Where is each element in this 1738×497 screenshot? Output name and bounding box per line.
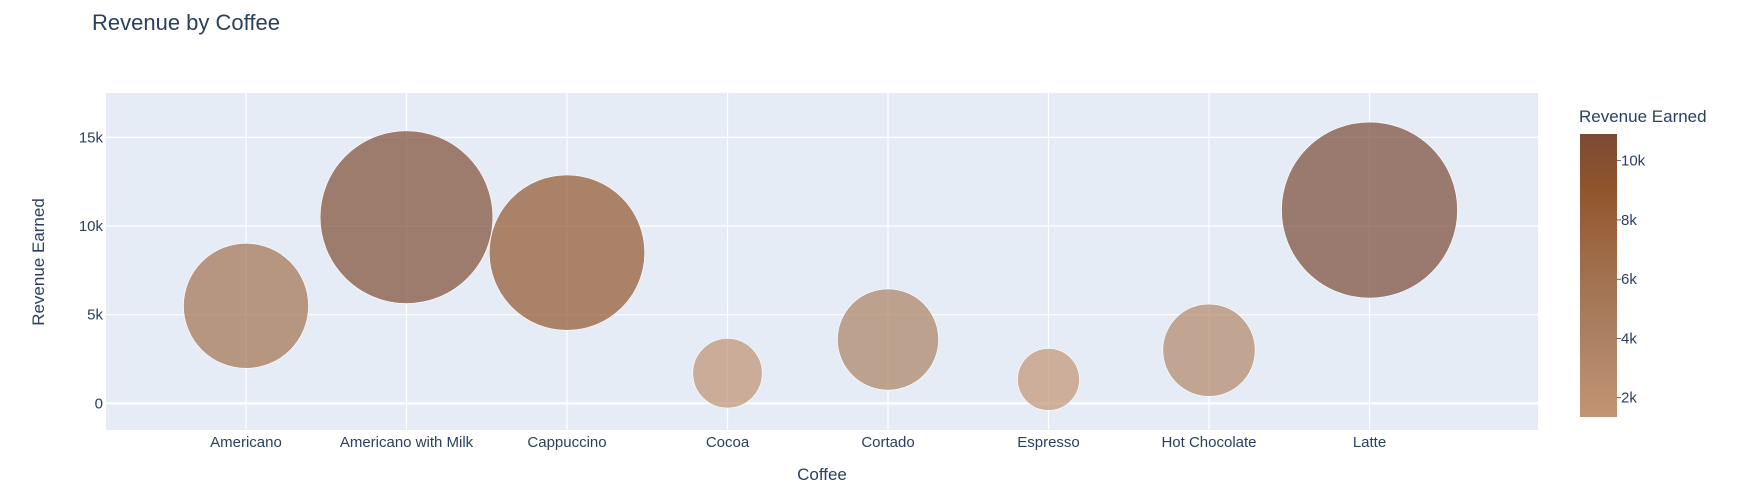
y-tick-label: 0 <box>95 395 103 412</box>
colorbar-tick-label: 8k <box>1621 212 1637 229</box>
x-tick-label: Espresso <box>1017 434 1080 451</box>
bubble-cortado[interactable] <box>837 288 939 391</box>
colorbar <box>1580 134 1617 417</box>
colorbar-tick-label: 2k <box>1621 390 1637 407</box>
y-axis-title: Revenue Earned <box>29 198 48 326</box>
y-tick-label: 15k <box>79 129 104 146</box>
colorbar-tick-label: 10k <box>1621 153 1646 170</box>
x-tick-label: Cappuccino <box>527 434 606 451</box>
x-axis-title: Coffee <box>797 465 847 484</box>
bubble-cocoa[interactable] <box>692 338 763 409</box>
y-tick-label: 5k <box>87 307 103 324</box>
bubble-espresso[interactable] <box>1017 348 1080 411</box>
bubbles <box>183 121 1458 411</box>
bubble-hot-chocolate[interactable] <box>1162 303 1256 397</box>
x-tick-label: Latte <box>1353 434 1386 451</box>
y-tick-label: 10k <box>79 218 104 235</box>
colorbar-tick-label: 6k <box>1621 271 1637 288</box>
x-axis-ticks: Americano Americano with Milk Cappuccino Co… <box>210 434 1386 451</box>
bubble-latte[interactable] <box>1281 121 1458 299</box>
x-tick-label: Hot Chocolate <box>1161 434 1256 451</box>
colorbar-title: Revenue Earned <box>1579 107 1707 126</box>
bubble-americano[interactable] <box>183 243 309 369</box>
colorbar-tick-label: 4k <box>1621 330 1637 347</box>
y-axis-ticks: 0 5k 10k 15k <box>79 129 104 412</box>
chart-title: Revenue by Coffee <box>92 10 280 35</box>
bubble-cappuccino[interactable] <box>488 174 646 331</box>
x-tick-label: Cortado <box>861 434 914 451</box>
bubble-americano-with-milk[interactable] <box>319 130 494 304</box>
colorbar-ticks: 2k 4k 6k 8k 10k <box>1617 153 1646 407</box>
x-tick-label: Americano with Milk <box>340 434 474 451</box>
x-tick-label: Cocoa <box>706 434 750 451</box>
x-tick-label: Americano <box>210 434 282 451</box>
